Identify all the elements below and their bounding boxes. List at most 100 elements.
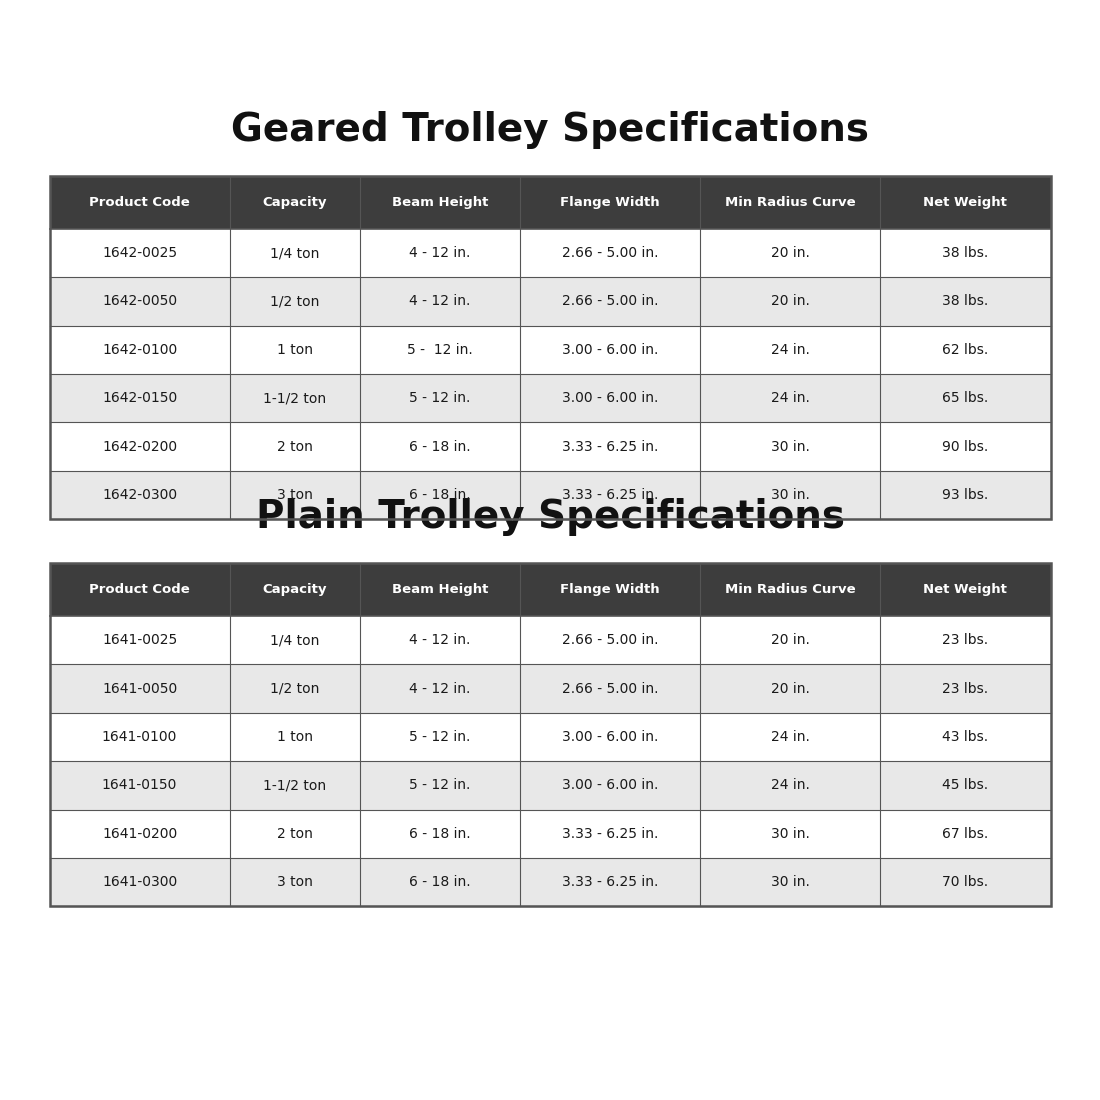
Bar xyxy=(50,563,1050,616)
Text: 3 ton: 3 ton xyxy=(277,488,312,502)
Text: 1641-0200: 1641-0200 xyxy=(102,827,177,840)
Text: 20 in.: 20 in. xyxy=(771,634,810,647)
Bar xyxy=(50,616,1050,664)
Text: 30 in.: 30 in. xyxy=(771,876,810,889)
Text: 2 ton: 2 ton xyxy=(277,827,312,840)
Bar xyxy=(50,422,1050,471)
Text: 3 ton: 3 ton xyxy=(277,876,312,889)
Text: Capacity: Capacity xyxy=(263,583,327,596)
Text: 24 in.: 24 in. xyxy=(771,392,810,405)
Text: 1642-0100: 1642-0100 xyxy=(102,343,177,356)
Text: Beam Height: Beam Height xyxy=(392,583,488,596)
Text: Beam Height: Beam Height xyxy=(392,196,488,209)
Text: 1/4 ton: 1/4 ton xyxy=(271,246,319,260)
Text: 3.33 - 6.25 in.: 3.33 - 6.25 in. xyxy=(562,827,658,840)
Text: 30 in.: 30 in. xyxy=(771,827,810,840)
Text: 20 in.: 20 in. xyxy=(771,682,810,695)
Text: Min Radius Curve: Min Radius Curve xyxy=(725,196,856,209)
Text: 6 - 18 in.: 6 - 18 in. xyxy=(409,440,471,453)
Text: 6 - 18 in.: 6 - 18 in. xyxy=(409,488,471,502)
Bar xyxy=(50,858,1050,906)
Text: 20 in.: 20 in. xyxy=(771,295,810,308)
Text: 45 lbs.: 45 lbs. xyxy=(943,779,989,792)
Text: 4 - 12 in.: 4 - 12 in. xyxy=(409,246,471,260)
Text: 1641-0050: 1641-0050 xyxy=(102,682,177,695)
Text: 1-1/2 ton: 1-1/2 ton xyxy=(263,392,327,405)
Text: 67 lbs.: 67 lbs. xyxy=(943,827,989,840)
Text: 3.33 - 6.25 in.: 3.33 - 6.25 in. xyxy=(562,876,658,889)
Text: 43 lbs.: 43 lbs. xyxy=(943,730,989,744)
Bar xyxy=(50,761,1050,810)
Text: 3.00 - 6.00 in.: 3.00 - 6.00 in. xyxy=(562,779,658,792)
Text: 1641-0150: 1641-0150 xyxy=(102,779,177,792)
Text: 5 - 12 in.: 5 - 12 in. xyxy=(409,392,471,405)
Text: 38 lbs.: 38 lbs. xyxy=(943,246,989,260)
Text: 24 in.: 24 in. xyxy=(771,779,810,792)
Text: 1641-0100: 1641-0100 xyxy=(102,730,177,744)
Text: 4 - 12 in.: 4 - 12 in. xyxy=(409,295,471,308)
Text: Net Weight: Net Weight xyxy=(924,196,1008,209)
Text: 3.00 - 6.00 in.: 3.00 - 6.00 in. xyxy=(562,392,658,405)
Text: 70 lbs.: 70 lbs. xyxy=(943,876,989,889)
Text: 4 - 12 in.: 4 - 12 in. xyxy=(409,682,471,695)
Text: 23 lbs.: 23 lbs. xyxy=(943,634,989,647)
Bar xyxy=(50,664,1050,713)
Text: 20 in.: 20 in. xyxy=(771,246,810,260)
Text: 1/2 ton: 1/2 ton xyxy=(271,295,319,308)
Bar xyxy=(50,713,1050,761)
Text: Flange Width: Flange Width xyxy=(560,583,660,596)
Text: 1641-0025: 1641-0025 xyxy=(102,634,177,647)
Text: 90 lbs.: 90 lbs. xyxy=(943,440,989,453)
Text: 23 lbs.: 23 lbs. xyxy=(943,682,989,695)
Bar xyxy=(50,326,1050,374)
Text: 4 - 12 in.: 4 - 12 in. xyxy=(409,634,471,647)
Text: 1642-0150: 1642-0150 xyxy=(102,392,177,405)
Text: Geared Trolley Specifications: Geared Trolley Specifications xyxy=(231,111,869,148)
Text: 2.66 - 5.00 in.: 2.66 - 5.00 in. xyxy=(562,634,658,647)
Text: 30 in.: 30 in. xyxy=(771,488,810,502)
Text: Capacity: Capacity xyxy=(263,196,327,209)
Text: 38 lbs.: 38 lbs. xyxy=(943,295,989,308)
Text: 5 - 12 in.: 5 - 12 in. xyxy=(409,779,471,792)
Bar xyxy=(50,229,1050,277)
Text: 5 - 12 in.: 5 - 12 in. xyxy=(409,730,471,744)
Text: Net Weight: Net Weight xyxy=(924,583,1008,596)
Text: 2.66 - 5.00 in.: 2.66 - 5.00 in. xyxy=(562,682,658,695)
Text: 24 in.: 24 in. xyxy=(771,343,810,356)
Bar xyxy=(50,810,1050,858)
Bar xyxy=(50,374,1050,422)
Text: 2.66 - 5.00 in.: 2.66 - 5.00 in. xyxy=(562,295,658,308)
Text: 1 ton: 1 ton xyxy=(277,730,312,744)
Bar xyxy=(50,563,1050,906)
Text: 1 ton: 1 ton xyxy=(277,343,312,356)
Text: 1641-0300: 1641-0300 xyxy=(102,876,177,889)
Text: 1-1/2 ton: 1-1/2 ton xyxy=(263,779,327,792)
Text: 6 - 18 in.: 6 - 18 in. xyxy=(409,827,471,840)
Text: Product Code: Product Code xyxy=(89,583,190,596)
Text: 24 in.: 24 in. xyxy=(771,730,810,744)
Bar xyxy=(50,176,1050,519)
Text: 1642-0200: 1642-0200 xyxy=(102,440,177,453)
Text: Min Radius Curve: Min Radius Curve xyxy=(725,583,856,596)
Text: 93 lbs.: 93 lbs. xyxy=(943,488,989,502)
Text: Product Code: Product Code xyxy=(89,196,190,209)
Text: 3.33 - 6.25 in.: 3.33 - 6.25 in. xyxy=(562,440,658,453)
Text: 1642-0050: 1642-0050 xyxy=(102,295,177,308)
Text: 3.00 - 6.00 in.: 3.00 - 6.00 in. xyxy=(562,730,658,744)
Text: 1/4 ton: 1/4 ton xyxy=(271,634,319,647)
Text: 65 lbs.: 65 lbs. xyxy=(943,392,989,405)
Bar xyxy=(50,176,1050,229)
Text: 2.66 - 5.00 in.: 2.66 - 5.00 in. xyxy=(562,246,658,260)
Bar xyxy=(50,277,1050,326)
Text: 1/2 ton: 1/2 ton xyxy=(271,682,319,695)
Text: 3.33 - 6.25 in.: 3.33 - 6.25 in. xyxy=(562,488,658,502)
Text: 1642-0300: 1642-0300 xyxy=(102,488,177,502)
Text: 62 lbs.: 62 lbs. xyxy=(943,343,989,356)
Bar xyxy=(50,471,1050,519)
Text: 6 - 18 in.: 6 - 18 in. xyxy=(409,876,471,889)
Text: 30 in.: 30 in. xyxy=(771,440,810,453)
Text: Flange Width: Flange Width xyxy=(560,196,660,209)
Text: 5 -  12 in.: 5 - 12 in. xyxy=(407,343,473,356)
Text: Plain Trolley Specifications: Plain Trolley Specifications xyxy=(255,498,845,536)
Text: 2 ton: 2 ton xyxy=(277,440,312,453)
